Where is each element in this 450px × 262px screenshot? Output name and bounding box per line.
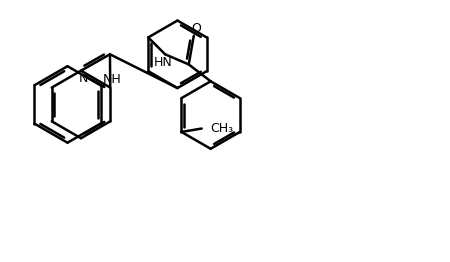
Text: N: N [79, 72, 88, 85]
Text: CH₃: CH₃ [210, 122, 233, 135]
Text: HN: HN [153, 56, 172, 69]
Text: NH: NH [103, 73, 122, 86]
Text: O: O [191, 23, 201, 35]
